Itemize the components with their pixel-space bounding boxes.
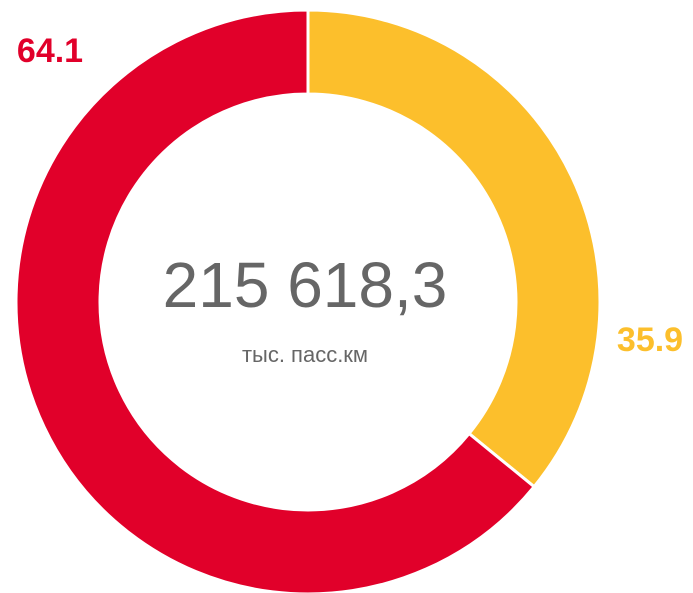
center-sublabel: тыс. пасс.км (242, 342, 368, 367)
slice (14, 8, 537, 593)
value-label: 64.1 (17, 32, 83, 70)
center-label: 215 618,3 (163, 249, 448, 321)
slice (306, 8, 602, 489)
value-label: 35.9 (617, 321, 683, 359)
